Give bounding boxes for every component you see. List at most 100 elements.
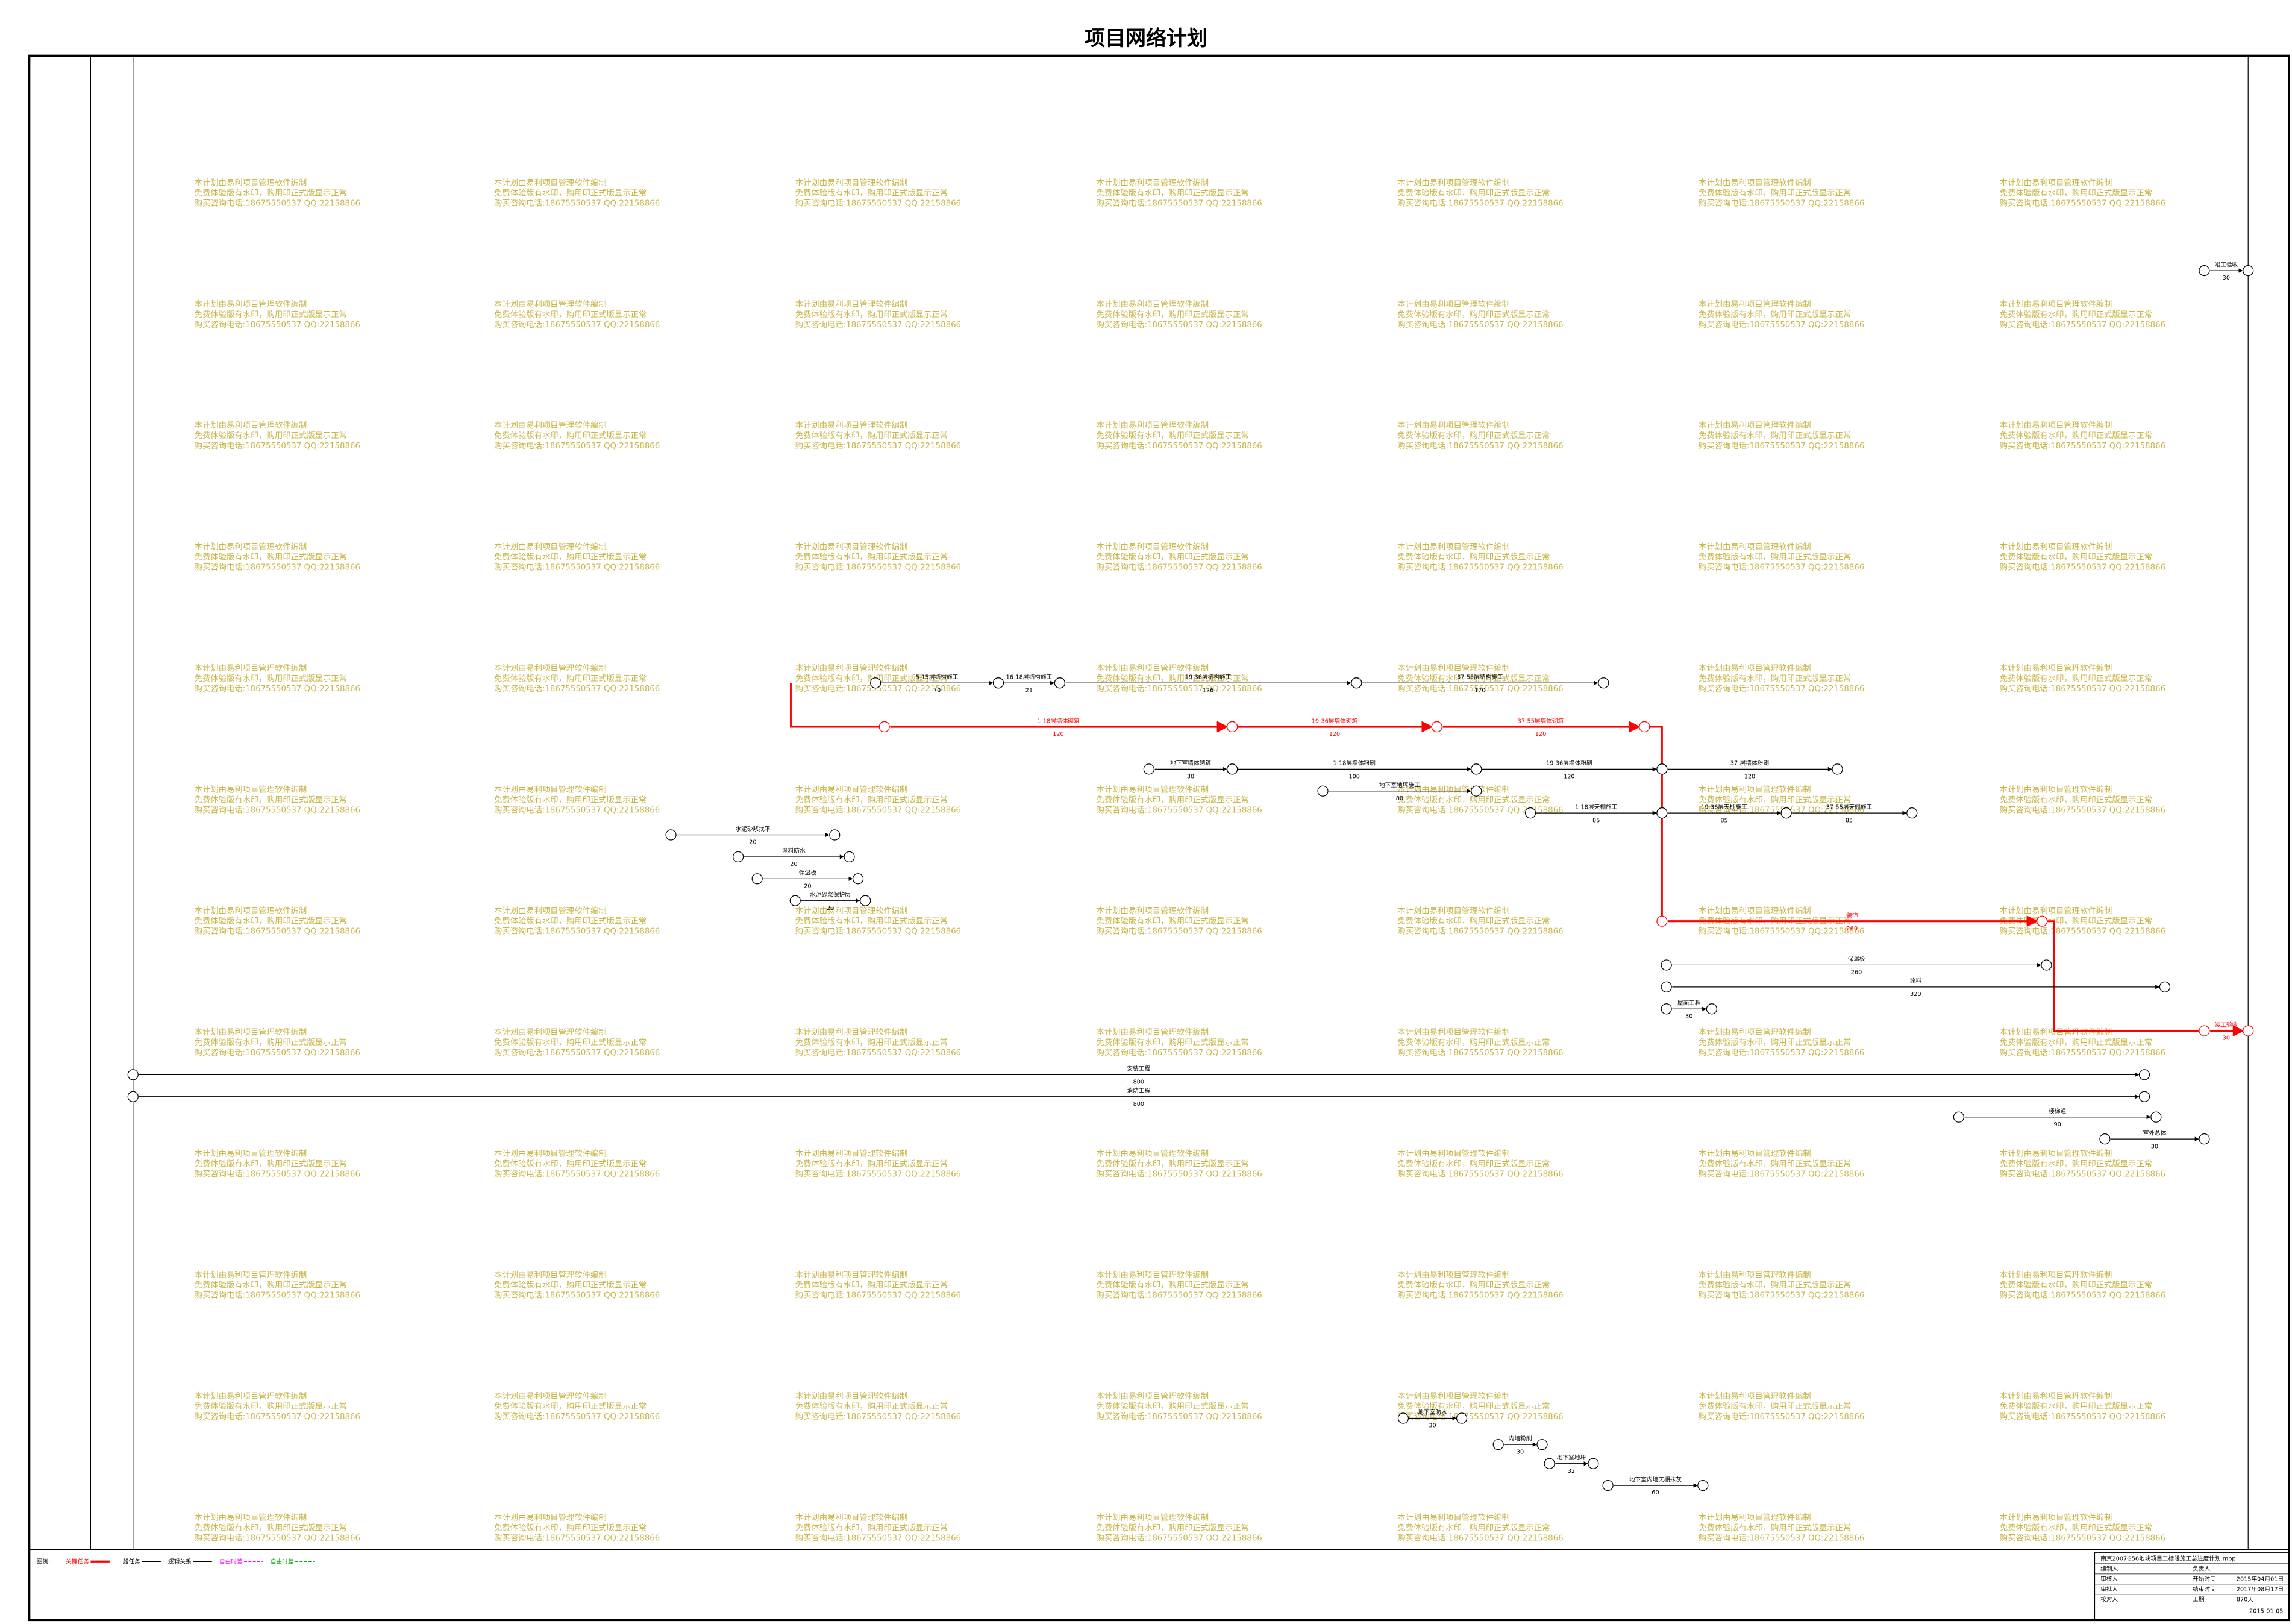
watermark: 购买咨询电话:18675550537 QQ:22158866 (1397, 198, 1563, 208)
watermark: 本计划由易利项目管理软件编制 (2000, 906, 2112, 916)
watermark: 购买咨询电话:18675550537 QQ:22158866 (795, 684, 961, 694)
watermark: 购买咨询电话:18675550537 QQ:22158866 (1397, 1533, 1563, 1543)
watermark: 免费体验版有水印，购用印正式版显示正常 (494, 553, 647, 562)
watermark: 本计划由易利项目管理软件编制 (2000, 1513, 2112, 1522)
watermark: 购买咨询电话:18675550537 QQ:22158866 (2000, 1169, 2165, 1179)
info-cell: 870天 (2237, 1596, 2253, 1603)
info-file: 南京2007G56地块项目二标段施工总进度计划.mpp (2100, 1554, 2235, 1562)
watermark: 免费体验版有水印，购用印正式版显示正常 (494, 917, 647, 926)
watermark: 免费体验版有水印，购用印正式版显示正常 (1097, 917, 1249, 926)
watermark: 免费体验版有水印，购用印正式版显示正常 (195, 189, 347, 198)
watermark: 本计划由易利项目管理软件编制 (494, 1027, 607, 1037)
watermark: 免费体验版有水印，购用印正式版显示正常 (494, 795, 647, 804)
watermark: 免费体验版有水印，购用印正式版显示正常 (195, 1038, 347, 1047)
watermark: 购买咨询电话:18675550537 QQ:22158866 (2000, 563, 2165, 572)
watermark: 免费体验版有水印，购用印正式版显示正常 (195, 1281, 347, 1290)
watermark: 本计划由易利项目管理软件编制 (494, 178, 607, 188)
node (1661, 959, 1672, 971)
watermark: 免费体验版有水印，购用印正式版显示正常 (195, 553, 347, 562)
watermark: 购买咨询电话:18675550537 QQ:22158866 (195, 1048, 360, 1058)
task-duration: 20 (749, 839, 756, 846)
watermark: 购买咨询电话:18675550537 QQ:22158866 (2000, 805, 2165, 815)
watermark: 本计划由易利项目管理软件编制 (494, 663, 607, 673)
task-name: 涂料防水 (782, 847, 806, 854)
watermark: 免费体验版有水印，购用印正式版显示正常 (795, 674, 948, 683)
watermark: 免费体验版有水印，购用印正式版显示正常 (1699, 674, 1851, 683)
task-duration: 80 (1396, 795, 1403, 802)
node (127, 1069, 139, 1080)
frame (28, 54, 2290, 1622)
info-box (2094, 1552, 2290, 1620)
watermark: 本计划由易利项目管理软件编制 (1699, 421, 1811, 430)
legend: 图例: 关键任务 一般任务 逻辑关系 自由时差 自由时差 (37, 1557, 315, 1565)
watermark: 免费体验版有水印，购用印正式版显示正常 (795, 431, 948, 440)
watermark: 购买咨询电话:18675550537 QQ:22158866 (1097, 441, 1262, 451)
watermark: 本计划由易利项目管理软件编制 (1397, 1513, 1510, 1522)
node (1054, 677, 1065, 689)
watermark: 免费体验版有水印，购用印正式版显示正常 (1699, 310, 1851, 319)
watermark: 本计划由易利项目管理软件编制 (795, 663, 908, 673)
watermark: 免费体验版有水印，购用印正式版显示正常 (1097, 310, 1249, 319)
watermark: 本计划由易利项目管理软件编制 (195, 1391, 307, 1401)
watermark: 免费体验版有水印，购用印正式版显示正常 (195, 431, 347, 440)
watermark: 免费体验版有水印，购用印正式版显示正常 (1699, 795, 1851, 804)
task-duration: 30 (1517, 1449, 1524, 1455)
watermark: 免费体验版有水印，购用印正式版显示正常 (2000, 310, 2152, 319)
node (860, 895, 871, 906)
info-cell: 开始时间 (2193, 1575, 2216, 1582)
task-duration: 120 (1329, 731, 1341, 738)
watermark: 本计划由易利项目管理软件编制 (1397, 1391, 1510, 1401)
watermark: 购买咨询电话:18675550537 QQ:22158866 (2000, 1412, 2165, 1422)
watermark: 本计划由易利项目管理软件编制 (2000, 542, 2112, 552)
watermark: 本计划由易利项目管理软件编制 (1699, 1513, 1811, 1522)
network: 5-15层结构施工 70 16-18层结构施工 21 19-36层结构施工 126 37-5… (127, 260, 2254, 1496)
task-name: 保温板 (799, 869, 816, 877)
task-duration: 20 (804, 883, 811, 889)
watermark: 本计划由易利项目管理软件编制 (2000, 178, 2112, 188)
task-name: 涂料 (1910, 977, 1922, 985)
node (1706, 1003, 1717, 1015)
watermark: 本计划由易利项目管理软件编制 (1097, 663, 1209, 673)
watermark: 本计划由易利项目管理软件编制 (795, 906, 908, 916)
watermark: 本计划由易利项目管理软件编制 (1097, 1513, 1209, 1522)
critical-link (1644, 726, 1663, 921)
task-name: 1-18层墙体粉刷 (1333, 759, 1375, 767)
watermark: 免费体验版有水印，购用印正式版显示正常 (795, 1523, 948, 1532)
task-duration: 320 (1910, 991, 1921, 998)
watermark: 免费体验版有水印，购用印正式版显示正常 (1097, 1159, 1249, 1168)
node (665, 829, 677, 841)
watermark: 购买咨询电话:18675550537 QQ:22158866 (1397, 1048, 1563, 1058)
watermark: 本计划由易利项目管理软件编制 (2000, 1270, 2112, 1280)
watermark: 本计划由易利项目管理软件编制 (1397, 542, 1510, 552)
watermark: 本计划由易利项目管理软件编制 (195, 1027, 307, 1037)
watermark: 免费体验版有水印，购用印正式版显示正常 (195, 917, 347, 926)
watermark: 购买咨询电话:18675550537 QQ:22158866 (195, 805, 360, 815)
task-duration: 30 (2223, 275, 2230, 281)
node (1227, 721, 1238, 733)
legend-text: 自由时差 (271, 1557, 294, 1565)
watermark: 购买咨询电话:18675550537 QQ:22158866 (1699, 1533, 1864, 1543)
node (1544, 1458, 1555, 1469)
watermark: 免费体验版有水印，购用印正式版显示正常 (2000, 1281, 2152, 1290)
watermark: 免费体验版有水印，购用印正式版显示正常 (494, 1038, 647, 1047)
node (2159, 981, 2171, 992)
task-duration: 21 (1025, 687, 1033, 694)
watermark: 购买咨询电话:18675550537 QQ:22158866 (795, 805, 961, 815)
node (2199, 1133, 2210, 1145)
watermark: 本计划由易利项目管理软件编制 (1397, 663, 1510, 673)
node (1317, 785, 1329, 797)
watermark: 本计划由易利项目管理软件编制 (1699, 299, 1811, 309)
watermark: 本计划由易利项目管理软件编制 (195, 542, 307, 552)
watermark: 购买咨询电话:18675550537 QQ:22158866 (1097, 1291, 1262, 1300)
watermark: 免费体验版有水印，购用印正式版显示正常 (1397, 1159, 1550, 1168)
task-duration: 260 (1851, 970, 1862, 976)
watermark: 购买咨询电话:18675550537 QQ:22158866 (1397, 563, 1563, 572)
watermark: 本计划由易利项目管理软件编制 (195, 663, 307, 673)
legend-text: 一般任务 (117, 1557, 140, 1565)
task-name: 19-36层墙体粉刷 (1546, 759, 1592, 767)
watermark: 免费体验版有水印，购用印正式版显示正常 (2000, 431, 2152, 440)
node (870, 677, 881, 689)
watermark: 免费体验版有水印，购用印正式版显示正常 (2000, 189, 2152, 198)
watermark: 免费体验版有水印，购用印正式版显示正常 (494, 674, 647, 683)
node (1906, 807, 1918, 819)
